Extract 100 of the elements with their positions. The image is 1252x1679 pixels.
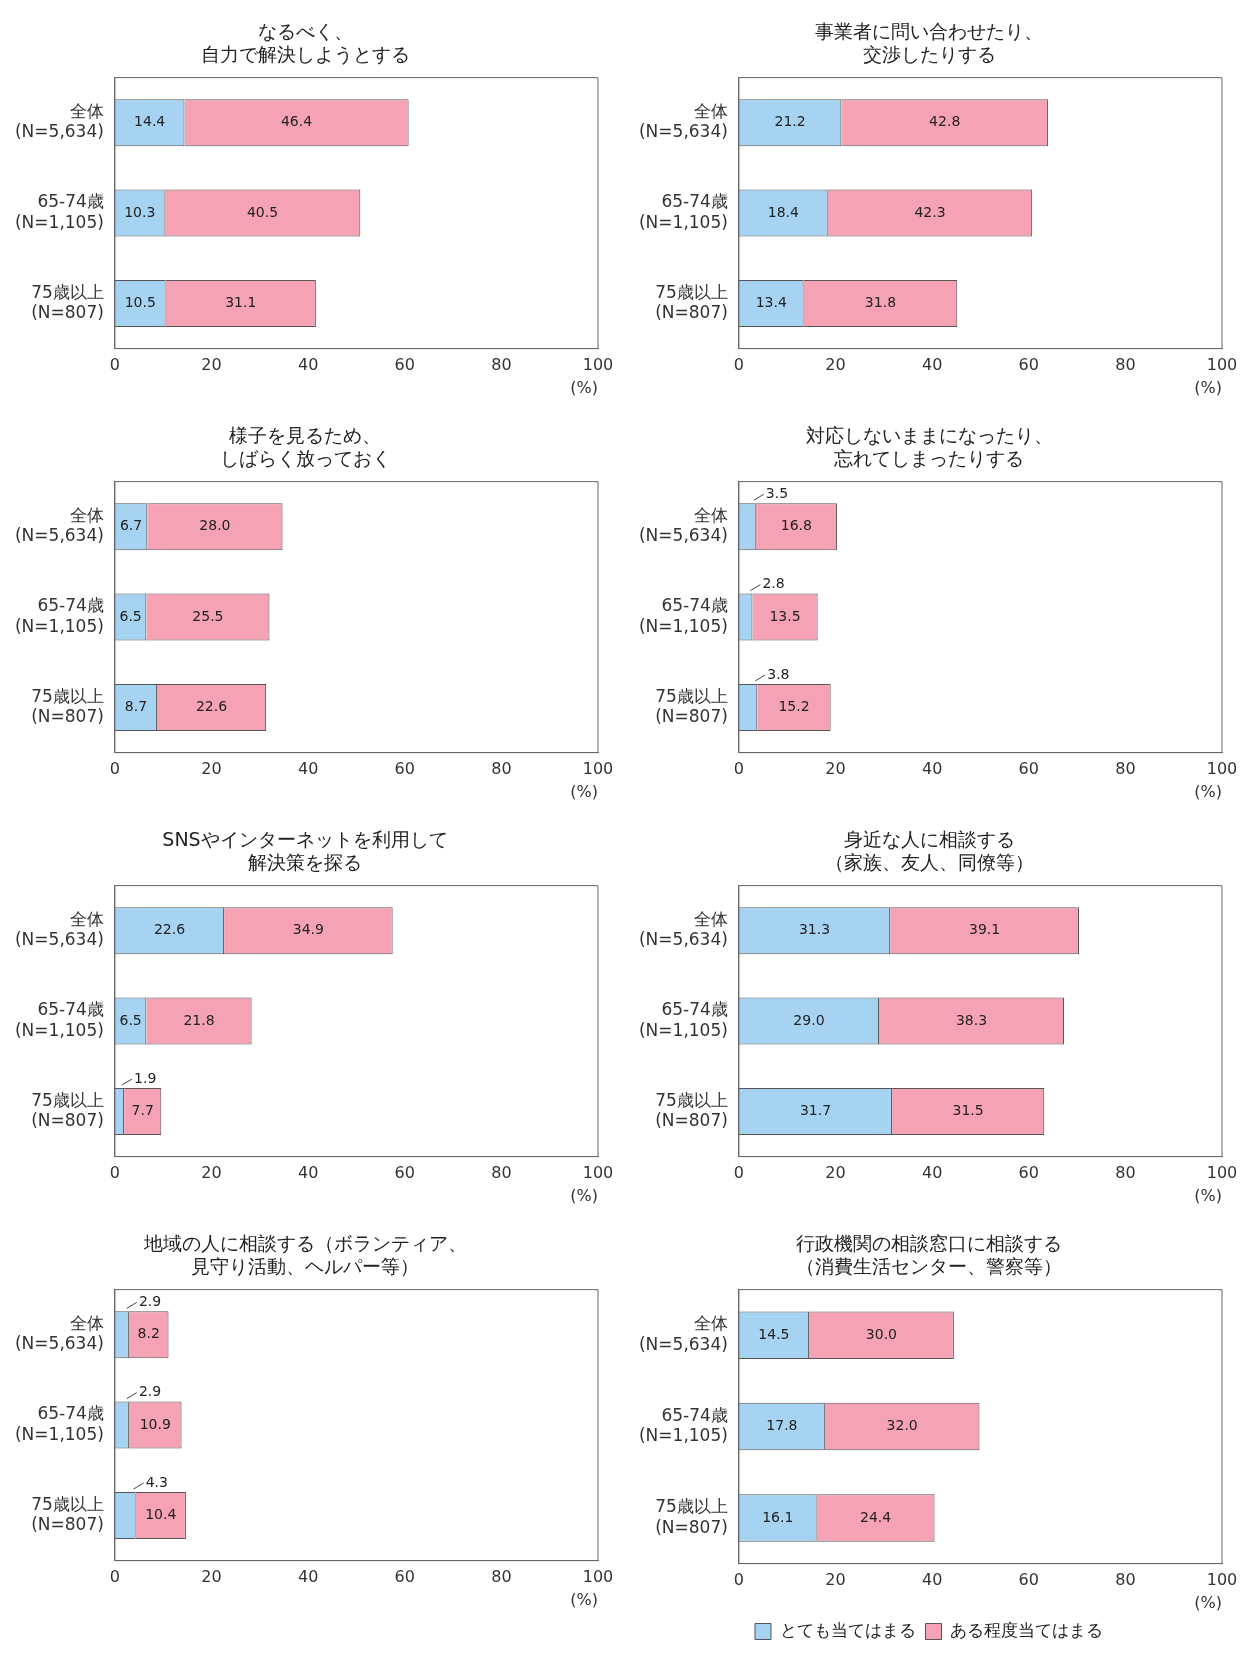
data-label: 46.4 xyxy=(280,113,313,130)
y-tick-label: 75歳以上 (N=807) xyxy=(655,281,728,323)
y-tick-label: 75歳以上 (N=807) xyxy=(31,685,104,727)
chart-title: 様子を見るため、しばらく放っておく xyxy=(219,424,391,470)
data-label: 14.5 xyxy=(758,1325,790,1342)
x-tick-label: 60 xyxy=(1018,759,1039,779)
x-tick-label: 60 xyxy=(394,1163,415,1183)
x-tick-label: 100 xyxy=(582,1567,614,1587)
chart-title: 行政機関の相談窓口に相談する（消費生活センター、警察等） xyxy=(796,1232,1062,1278)
chart-title: 事業者に問い合わせたり、交渉したりする xyxy=(815,20,1043,66)
data-label: 10.9 xyxy=(139,1415,171,1432)
data-label: 8.7 xyxy=(124,698,148,715)
data-label: 10.5 xyxy=(124,294,156,311)
x-tick-label: 60 xyxy=(1018,1570,1039,1590)
x-tick-label: 80 xyxy=(491,759,512,779)
y-tick-label: 65-74歳 (N=1,105) xyxy=(14,1403,104,1444)
x-tick-label: 20 xyxy=(201,1163,222,1183)
y-tick-label: 全体 (N=5,634) xyxy=(14,908,104,950)
data-label: 3.8 xyxy=(767,665,790,682)
x-tick-label: 100 xyxy=(1206,759,1238,779)
data-label: 22.6 xyxy=(195,698,228,715)
x-tick-label: 100 xyxy=(582,1163,614,1183)
chart-title: 地域の人に相談する（ボランティア、見守り活動、ヘルパー等） xyxy=(142,1232,467,1278)
y-tick-label: 全体 (N=5,634) xyxy=(14,504,104,546)
x-axis-title: (%) xyxy=(570,377,598,397)
data-label: 31.7 xyxy=(799,1102,832,1119)
x-tick-label: 0 xyxy=(733,1570,744,1590)
data-label: 31.5 xyxy=(952,1102,984,1119)
chart-title: SNSやインターネットを利用して解決策を探る xyxy=(162,828,448,874)
x-tick-label: 40 xyxy=(297,1163,319,1183)
data-label: 16.1 xyxy=(762,1508,794,1525)
y-tick-label: 65-74歳 (N=1,105) xyxy=(638,595,728,636)
data-label: 39.1 xyxy=(968,921,1001,938)
x-tick-label: 80 xyxy=(1115,1163,1136,1183)
data-label: 15.2 xyxy=(778,698,810,715)
x-tick-label: 40 xyxy=(297,355,319,375)
y-tick-label: 65-74歳 (N=1,105) xyxy=(14,595,104,636)
y-tick-label: 75歳以上 (N=807) xyxy=(31,281,104,323)
legend-label: とても当てはまる xyxy=(779,1619,916,1640)
x-tick-label: 40 xyxy=(921,355,943,375)
data-label: 40.5 xyxy=(246,203,279,220)
legend-label: ある程度当てはまる xyxy=(950,1619,1103,1640)
x-tick-label: 20 xyxy=(825,759,846,779)
x-tick-label: 100 xyxy=(582,355,614,375)
data-label: 38.3 xyxy=(955,1011,988,1028)
data-label: 1.9 xyxy=(134,1069,157,1086)
x-tick-label: 80 xyxy=(1115,1570,1136,1590)
x-tick-label: 100 xyxy=(582,759,614,779)
y-tick-label: 75歳以上 (N=807) xyxy=(655,1089,728,1131)
x-tick-label: 0 xyxy=(733,759,744,779)
x-tick-label: 0 xyxy=(733,1163,744,1183)
data-label: 17.8 xyxy=(766,1417,798,1434)
data-label: 25.5 xyxy=(192,607,224,624)
data-label: 3.5 xyxy=(765,484,789,501)
data-label: 6.5 xyxy=(119,607,142,624)
data-label: 30.0 xyxy=(865,1325,897,1342)
y-tick-label: 全体 (N=5,634) xyxy=(638,908,728,950)
x-tick-label: 80 xyxy=(491,1567,512,1587)
data-label: 42.3 xyxy=(914,203,946,220)
x-tick-label: 100 xyxy=(1206,1163,1238,1183)
y-tick-label: 全体 (N=5,634) xyxy=(638,100,728,142)
x-tick-label: 80 xyxy=(1115,355,1136,375)
x-tick-label: 0 xyxy=(109,1567,120,1587)
x-tick-label: 40 xyxy=(921,1163,943,1183)
x-tick-label: 40 xyxy=(297,1567,319,1587)
x-axis-title: (%) xyxy=(570,1185,598,1205)
x-tick-label: 40 xyxy=(921,1570,943,1590)
data-label: 21.2 xyxy=(774,113,806,130)
data-label: 31.1 xyxy=(225,294,257,311)
x-tick-label: 20 xyxy=(825,1570,846,1590)
x-axis-title: (%) xyxy=(570,1589,598,1609)
x-tick-label: 80 xyxy=(1115,759,1136,779)
x-tick-label: 80 xyxy=(491,1163,512,1183)
y-tick-label: 65-74歳 (N=1,105) xyxy=(638,191,728,232)
x-tick-label: 60 xyxy=(394,759,415,779)
data-label: 31.8 xyxy=(864,294,897,311)
x-axis-title: (%) xyxy=(1194,1592,1222,1612)
data-label: 13.4 xyxy=(755,294,787,311)
x-tick-label: 60 xyxy=(1018,1163,1039,1183)
x-tick-label: 20 xyxy=(201,1567,222,1587)
data-label: 4.3 xyxy=(145,1473,168,1490)
data-label: 21.8 xyxy=(183,1011,215,1028)
chart-title: 身近な人に相談する（家族、友人、同僚等） xyxy=(824,828,1034,874)
x-tick-label: 100 xyxy=(1206,1570,1238,1590)
x-axis-title: (%) xyxy=(1194,377,1222,397)
x-axis-title: (%) xyxy=(1194,781,1222,801)
y-tick-label: 75歳以上 (N=807) xyxy=(31,1089,104,1131)
data-label: 13.5 xyxy=(769,607,801,624)
data-label: 16.8 xyxy=(780,517,812,534)
x-tick-label: 60 xyxy=(1018,355,1039,375)
x-tick-label: 40 xyxy=(921,759,943,779)
data-label: 28.0 xyxy=(199,517,231,534)
data-label: 2.9 xyxy=(138,1383,162,1400)
x-axis-title: (%) xyxy=(570,781,598,801)
data-label: 42.8 xyxy=(929,113,961,130)
x-tick-label: 0 xyxy=(733,355,744,375)
x-tick-label: 20 xyxy=(825,355,846,375)
y-tick-label: 65-74歳 (N=1,105) xyxy=(638,1404,728,1446)
data-label: 8.2 xyxy=(137,1325,160,1342)
x-tick-label: 80 xyxy=(491,355,512,375)
